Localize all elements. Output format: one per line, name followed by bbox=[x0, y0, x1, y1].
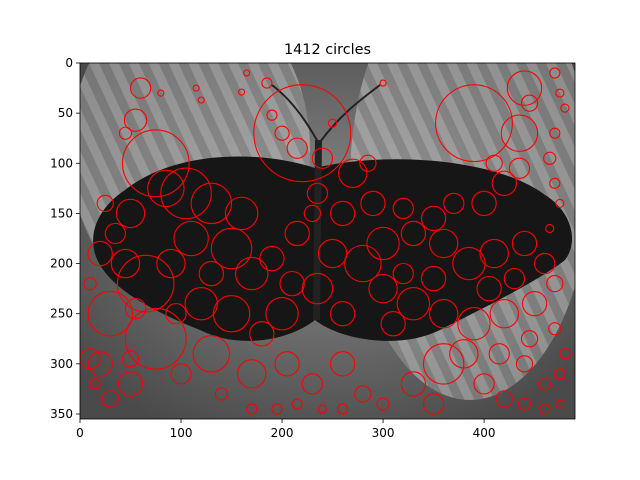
y-tick-label: 250 bbox=[50, 307, 73, 321]
chart-title: 1412 circles bbox=[284, 42, 371, 58]
x-tick-label: 100 bbox=[170, 426, 193, 440]
x-tick-label: 400 bbox=[473, 426, 496, 440]
y-tick-label: 200 bbox=[50, 257, 73, 271]
x-tick-label: 300 bbox=[372, 426, 395, 440]
y-tick-label: 50 bbox=[58, 106, 73, 120]
y-tick-label: 300 bbox=[50, 357, 73, 371]
y-axis: 0 50 100 150 200 250 300 350 bbox=[50, 56, 80, 421]
y-tick-label: 0 bbox=[65, 56, 73, 70]
x-tick-label: 200 bbox=[271, 426, 294, 440]
x-axis: 0 100 200 300 400 bbox=[76, 419, 495, 440]
x-tick-label: 0 bbox=[76, 426, 84, 440]
y-tick-label: 150 bbox=[50, 206, 73, 220]
y-tick-label: 350 bbox=[50, 407, 73, 421]
y-tick-label: 100 bbox=[50, 156, 73, 170]
